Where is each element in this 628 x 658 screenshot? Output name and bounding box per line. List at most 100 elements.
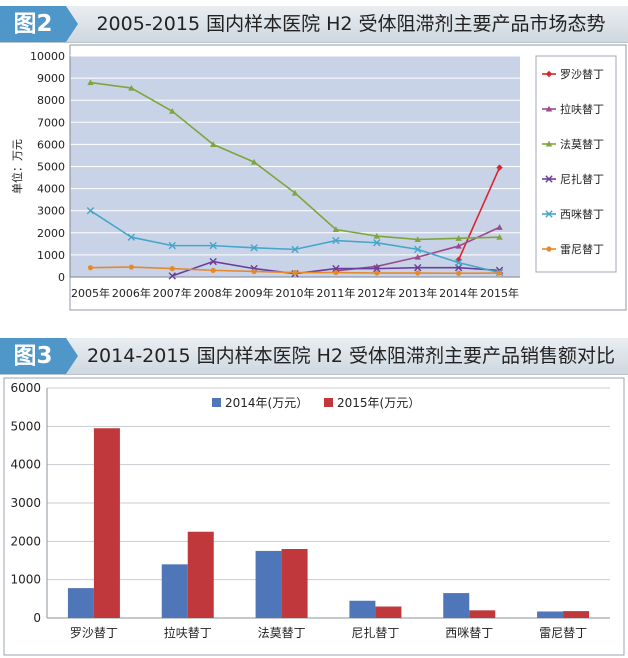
- line-y-tick-label: 9000: [37, 72, 65, 85]
- line-point: [373, 232, 381, 239]
- line-x-tick-label: 2008年: [194, 286, 233, 300]
- bar-2014年(万元）-法莫替丁: [255, 550, 282, 618]
- line-x-tick-label: 2015年: [480, 286, 519, 300]
- line-legend-marker: [545, 105, 553, 112]
- line-point: [209, 257, 217, 266]
- line-y-tick-label: 7000: [37, 116, 65, 129]
- line-x-tick-label: 2010年: [276, 286, 315, 300]
- line-point: [250, 244, 258, 252]
- line-point: [414, 253, 421, 260]
- line-legend-marker: [545, 140, 553, 147]
- bar-2015年(万元）-罗沙替丁: [93, 428, 120, 618]
- line-point: [333, 269, 339, 276]
- figure1-header: 图2 2005-2015 国内样本医院 H2 受体阻滞剂主要产品市场态势: [0, 6, 628, 43]
- line-point: [209, 141, 217, 147]
- line-point: [496, 270, 503, 276]
- line-point: [86, 207, 95, 215]
- figure2-label-arrow-icon: [66, 338, 78, 374]
- line-point: [496, 164, 503, 171]
- line-series-罗沙替丁: [457, 167, 501, 261]
- bar-legend-swatch: [212, 398, 221, 407]
- line-y-tick-label: 10000: [30, 50, 65, 63]
- figure1-label-arrow-icon: [66, 6, 78, 42]
- line-point: [456, 270, 462, 276]
- bar-2014年(万元）-拉呋替丁: [161, 564, 188, 618]
- bar-x-tick-label: 法莫替丁: [258, 626, 306, 640]
- line-legend-label: 拉呋替丁: [560, 102, 604, 116]
- line-y-axis-label: 单位：万元: [10, 139, 24, 194]
- line-legend: [535, 55, 617, 273]
- line-point: [169, 266, 175, 272]
- bar-x-tick-label: 罗沙替丁: [70, 626, 118, 640]
- line-y-tick-label: 4000: [37, 183, 65, 196]
- line-point: [291, 189, 299, 196]
- line-legend-label: 法莫替丁: [560, 137, 604, 151]
- bar-x-tick-label: 雷尼替丁: [539, 626, 587, 640]
- bar-y-tick-label: 4000: [10, 458, 41, 472]
- figure2-label: 图3: [0, 338, 66, 374]
- bar-2015年(万元）-法莫替丁: [281, 549, 308, 618]
- line-legend-marker: [545, 210, 553, 218]
- line-x-tick-label: 2009年: [235, 286, 274, 300]
- line-point: [128, 264, 134, 270]
- bar-y-tick-label: 0: [33, 611, 41, 625]
- figure2-header: 图3 2014-2015 国内样本医院 H2 受体阻滞剂主要产品销售额对比: [0, 338, 628, 375]
- line-point: [496, 224, 503, 230]
- line-point: [128, 84, 135, 91]
- line-x-tick-label: 2013年: [398, 286, 437, 300]
- line-y-tick-label: 3000: [37, 205, 65, 218]
- bar-2015年(万元）-雷尼替丁: [563, 611, 590, 618]
- bar-y-tick-label: 6000: [10, 381, 41, 395]
- line-y-tick-label: 0: [58, 271, 65, 284]
- line-legend-marker: [545, 175, 553, 183]
- line-point: [210, 267, 216, 273]
- line-y-tick-label: 1000: [37, 249, 65, 262]
- bar-legend-swatch: [324, 398, 333, 407]
- line-point: [127, 233, 136, 241]
- line-point: [209, 241, 217, 250]
- line-point: [373, 264, 381, 273]
- line-point: [496, 234, 503, 240]
- bar-2015年(万元）-拉呋替丁: [187, 531, 214, 618]
- line-point: [414, 264, 422, 272]
- bar-2014年(万元）-雷尼替丁: [537, 611, 564, 618]
- line-point: [250, 158, 258, 165]
- bar-legend-label: 2015年(万元）: [337, 396, 420, 410]
- line-point: [169, 108, 176, 114]
- line-point: [332, 226, 340, 233]
- line-point: [374, 270, 380, 276]
- bar-2014年(万元）-尼扎替丁: [349, 600, 376, 618]
- line-point: [332, 236, 340, 245]
- line-x-tick-label: 2012年: [357, 286, 396, 300]
- bar-y-tick-label: 1000: [10, 573, 41, 587]
- line-legend-label: 西咪替丁: [560, 207, 604, 221]
- line-y-tick-label: 5000: [37, 161, 65, 174]
- line-x-tick-label: 2014年: [439, 286, 478, 300]
- bar-2014年(万元）-西咪替丁: [443, 593, 470, 618]
- line-legend-label: 尼扎替丁: [560, 172, 604, 186]
- line-point: [454, 258, 463, 267]
- bar-y-tick-label: 2000: [10, 534, 41, 548]
- line-legend-label: 雷尼替丁: [560, 242, 604, 256]
- figure1-label: 图2: [0, 6, 66, 42]
- line-point: [87, 265, 94, 271]
- line-y-tick-label: 6000: [37, 138, 65, 151]
- line-legend-marker: [546, 246, 552, 252]
- bar-2014年(万元）-罗沙替丁: [67, 588, 94, 618]
- line-chart: 0 1000 2000 3000 4000 5000 6000 7000 8000 9000 100…: [10, 44, 627, 311]
- line-point: [251, 268, 257, 275]
- bar-x-tick-label: 尼扎替丁: [351, 626, 399, 640]
- line-point: [414, 236, 421, 242]
- line-x-tick-label: 2006年: [112, 286, 151, 300]
- line-y-tick-label: 2000: [37, 227, 65, 240]
- line-point: [87, 79, 94, 86]
- line-point: [415, 270, 421, 276]
- line-point: [291, 245, 299, 254]
- bar-x-tick-label: 拉呋替丁: [164, 625, 212, 640]
- line-point: [373, 239, 381, 247]
- bar-2015年(万元）-尼扎替丁: [375, 606, 402, 618]
- bar-2015年(万元）-西咪替丁: [469, 610, 496, 618]
- line-point: [292, 269, 298, 276]
- figure2-title: 2014-2015 国内样本医院 H2 受体阻滞剂主要产品销售额对比: [86, 345, 616, 367]
